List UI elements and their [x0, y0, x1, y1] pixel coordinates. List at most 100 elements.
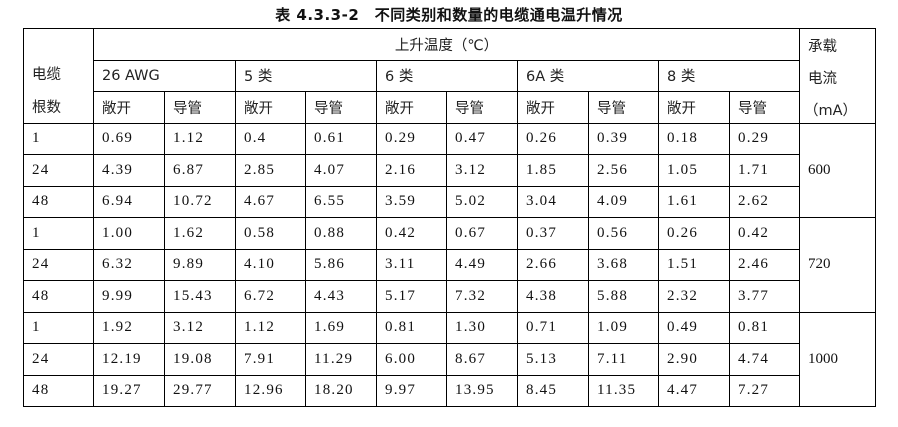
- value-cell: 12.96: [235, 374, 306, 407]
- open-header: 敞开: [235, 91, 306, 124]
- value-cell: 5.86: [305, 248, 377, 281]
- value-cell: 2.32: [658, 280, 730, 313]
- value-cell: 0.37: [517, 217, 589, 250]
- conduit-header: 导管: [588, 91, 659, 124]
- table-row: 24 4.39 6.87 2.85 4.07 2.16 3.12 1.85 2.56 1.05 1.…: [23, 154, 876, 187]
- value-cell: 7.11: [588, 343, 659, 376]
- value-cell: 6.00: [376, 343, 447, 376]
- value-cell: 0.88: [305, 217, 377, 250]
- value-cell: 0.56: [588, 217, 659, 250]
- value-cell: 0.26: [517, 122, 589, 155]
- value-cell: 0.61: [305, 122, 377, 155]
- value-cell: 8.67: [446, 343, 518, 376]
- value-cell: 0.71: [517, 311, 589, 344]
- conduit-header: 导管: [305, 91, 377, 124]
- cable-count-cell: 1: [23, 311, 94, 344]
- value-cell: 1.69: [305, 311, 377, 344]
- value-cell: 1.09: [588, 311, 659, 344]
- value-cell: 1.30: [446, 311, 518, 344]
- conduit-header: 导管: [164, 91, 236, 124]
- value-cell: 4.67: [235, 185, 306, 218]
- value-cell: 0.47: [446, 122, 518, 155]
- cable-count-header-line2: 根数: [32, 99, 61, 116]
- value-cell: 1.05: [658, 154, 730, 187]
- value-cell: 0.42: [729, 217, 800, 250]
- value-cell: 1.12: [235, 311, 306, 344]
- value-cell: 15.43: [164, 280, 236, 313]
- value-cell: 6.72: [235, 280, 306, 313]
- value-cell: 19.27: [93, 374, 165, 407]
- value-cell: 6.55: [305, 185, 377, 218]
- value-cell: 0.42: [376, 217, 447, 250]
- current-cell: 600: [799, 122, 876, 218]
- value-cell: 4.38: [517, 280, 589, 313]
- value-cell: 1.12: [164, 122, 236, 155]
- table-row: 48 9.99 15.43 6.72 4.43 5.17 7.32 4.38 5.88 2.32 3…: [23, 280, 876, 313]
- value-cell: 5.02: [446, 185, 518, 218]
- value-cell: 9.99: [93, 280, 165, 313]
- category-header: 8 类: [658, 59, 800, 92]
- value-cell: 4.47: [658, 374, 730, 407]
- table-row: 24 12.19 19.08 7.91 11.29 6.00 8.67 5.13 7.11 2.9…: [23, 343, 876, 376]
- value-cell: 0.69: [93, 122, 165, 155]
- value-cell: 5.88: [588, 280, 659, 313]
- value-cell: 13.95: [446, 374, 518, 407]
- value-cell: 0.29: [376, 122, 447, 155]
- value-cell: 0.4: [235, 122, 306, 155]
- value-cell: 2.90: [658, 343, 730, 376]
- value-cell: 3.59: [376, 185, 447, 218]
- value-cell: 2.16: [376, 154, 447, 187]
- value-cell: 3.77: [729, 280, 800, 313]
- cable-count-header: 电缆 根数: [23, 28, 94, 124]
- current-header-line2: 电流: [808, 71, 837, 87]
- value-cell: 7.91: [235, 343, 306, 376]
- value-cell: 4.39: [93, 154, 165, 187]
- value-cell: 4.49: [446, 248, 518, 281]
- value-cell: 2.62: [729, 185, 800, 218]
- value-cell: 4.09: [588, 185, 659, 218]
- value-cell: 2.56: [588, 154, 659, 187]
- temp-rise-header: 上升温度（℃）: [93, 28, 800, 61]
- table-row: 1 1.00 1.62 0.58 0.88 0.42 0.67 0.37 0.56 0.26 0.4…: [23, 217, 876, 313]
- value-cell: 0.49: [658, 311, 730, 344]
- value-cell: 0.29: [729, 122, 800, 155]
- cable-count-cell: 24: [23, 343, 94, 376]
- table-row: 48 19.27 29.77 12.96 18.20 9.97 13.95 8.45 11.35…: [23, 374, 876, 407]
- value-cell: 19.08: [164, 343, 236, 376]
- value-cell: 1.71: [729, 154, 800, 187]
- conduit-header: 导管: [446, 91, 518, 124]
- value-cell: 0.39: [588, 122, 659, 155]
- value-cell: 0.67: [446, 217, 518, 250]
- cable-count-cell: 1: [23, 122, 94, 155]
- cable-count-cell: 48: [23, 374, 94, 407]
- cable-count-cell: 48: [23, 185, 94, 218]
- value-cell: 4.07: [305, 154, 377, 187]
- cable-count-cell: 1: [23, 217, 94, 250]
- value-cell: 1.61: [658, 185, 730, 218]
- value-cell: 2.85: [235, 154, 306, 187]
- cable-count-header-line1: 电缆: [32, 66, 61, 83]
- open-header: 敞开: [376, 91, 447, 124]
- cable-count-cell: 24: [23, 154, 94, 187]
- open-header: 敞开: [517, 91, 589, 124]
- value-cell: 0.18: [658, 122, 730, 155]
- cable-count-cell: 48: [23, 280, 94, 313]
- value-cell: 29.77: [164, 374, 236, 407]
- category-header: 26 AWG: [93, 59, 236, 92]
- value-cell: 4.74: [729, 343, 800, 376]
- category-header: 6 类: [376, 59, 518, 92]
- conduit-header: 导管: [729, 91, 800, 124]
- value-cell: 0.81: [376, 311, 447, 344]
- value-cell: 1.62: [164, 217, 236, 250]
- value-cell: 0.58: [235, 217, 306, 250]
- category-header: 6A 类: [517, 59, 659, 92]
- value-cell: 6.94: [93, 185, 165, 218]
- value-cell: 5.17: [376, 280, 447, 313]
- current-header-line1: 承载: [808, 39, 837, 55]
- value-cell: 9.89: [164, 248, 236, 281]
- value-cell: 18.20: [305, 374, 377, 407]
- value-cell: 9.97: [376, 374, 447, 407]
- open-header: 敞开: [93, 91, 165, 124]
